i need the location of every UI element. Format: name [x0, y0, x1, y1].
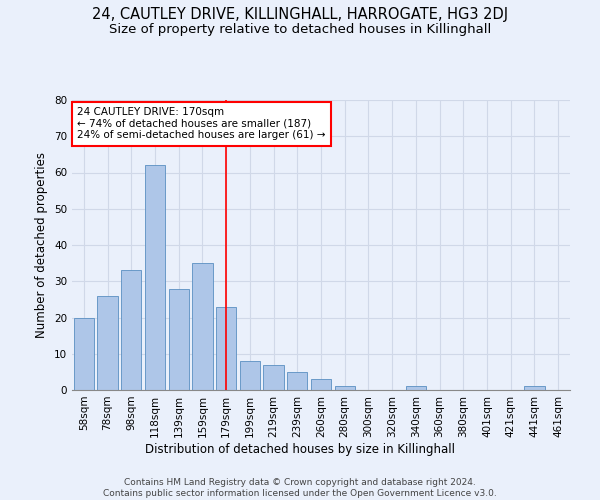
Text: Distribution of detached houses by size in Killinghall: Distribution of detached houses by size … [145, 442, 455, 456]
Bar [97, 296, 118, 390]
Bar [169, 288, 189, 390]
Bar [240, 361, 260, 390]
Text: Size of property relative to detached houses in Killinghall: Size of property relative to detached ho… [109, 22, 491, 36]
Bar [524, 386, 545, 390]
Bar [287, 372, 307, 390]
Text: Contains HM Land Registry data © Crown copyright and database right 2024.
Contai: Contains HM Land Registry data © Crown c… [103, 478, 497, 498]
Bar [74, 318, 94, 390]
Bar [263, 364, 284, 390]
Bar [121, 270, 142, 390]
Bar [145, 165, 165, 390]
Text: 24, CAUTLEY DRIVE, KILLINGHALL, HARROGATE, HG3 2DJ: 24, CAUTLEY DRIVE, KILLINGHALL, HARROGAT… [92, 8, 508, 22]
Y-axis label: Number of detached properties: Number of detached properties [35, 152, 49, 338]
Bar [311, 379, 331, 390]
Bar [216, 306, 236, 390]
Bar [193, 263, 212, 390]
Bar [335, 386, 355, 390]
Bar [406, 386, 426, 390]
Text: 24 CAUTLEY DRIVE: 170sqm
← 74% of detached houses are smaller (187)
24% of semi-: 24 CAUTLEY DRIVE: 170sqm ← 74% of detach… [77, 108, 325, 140]
